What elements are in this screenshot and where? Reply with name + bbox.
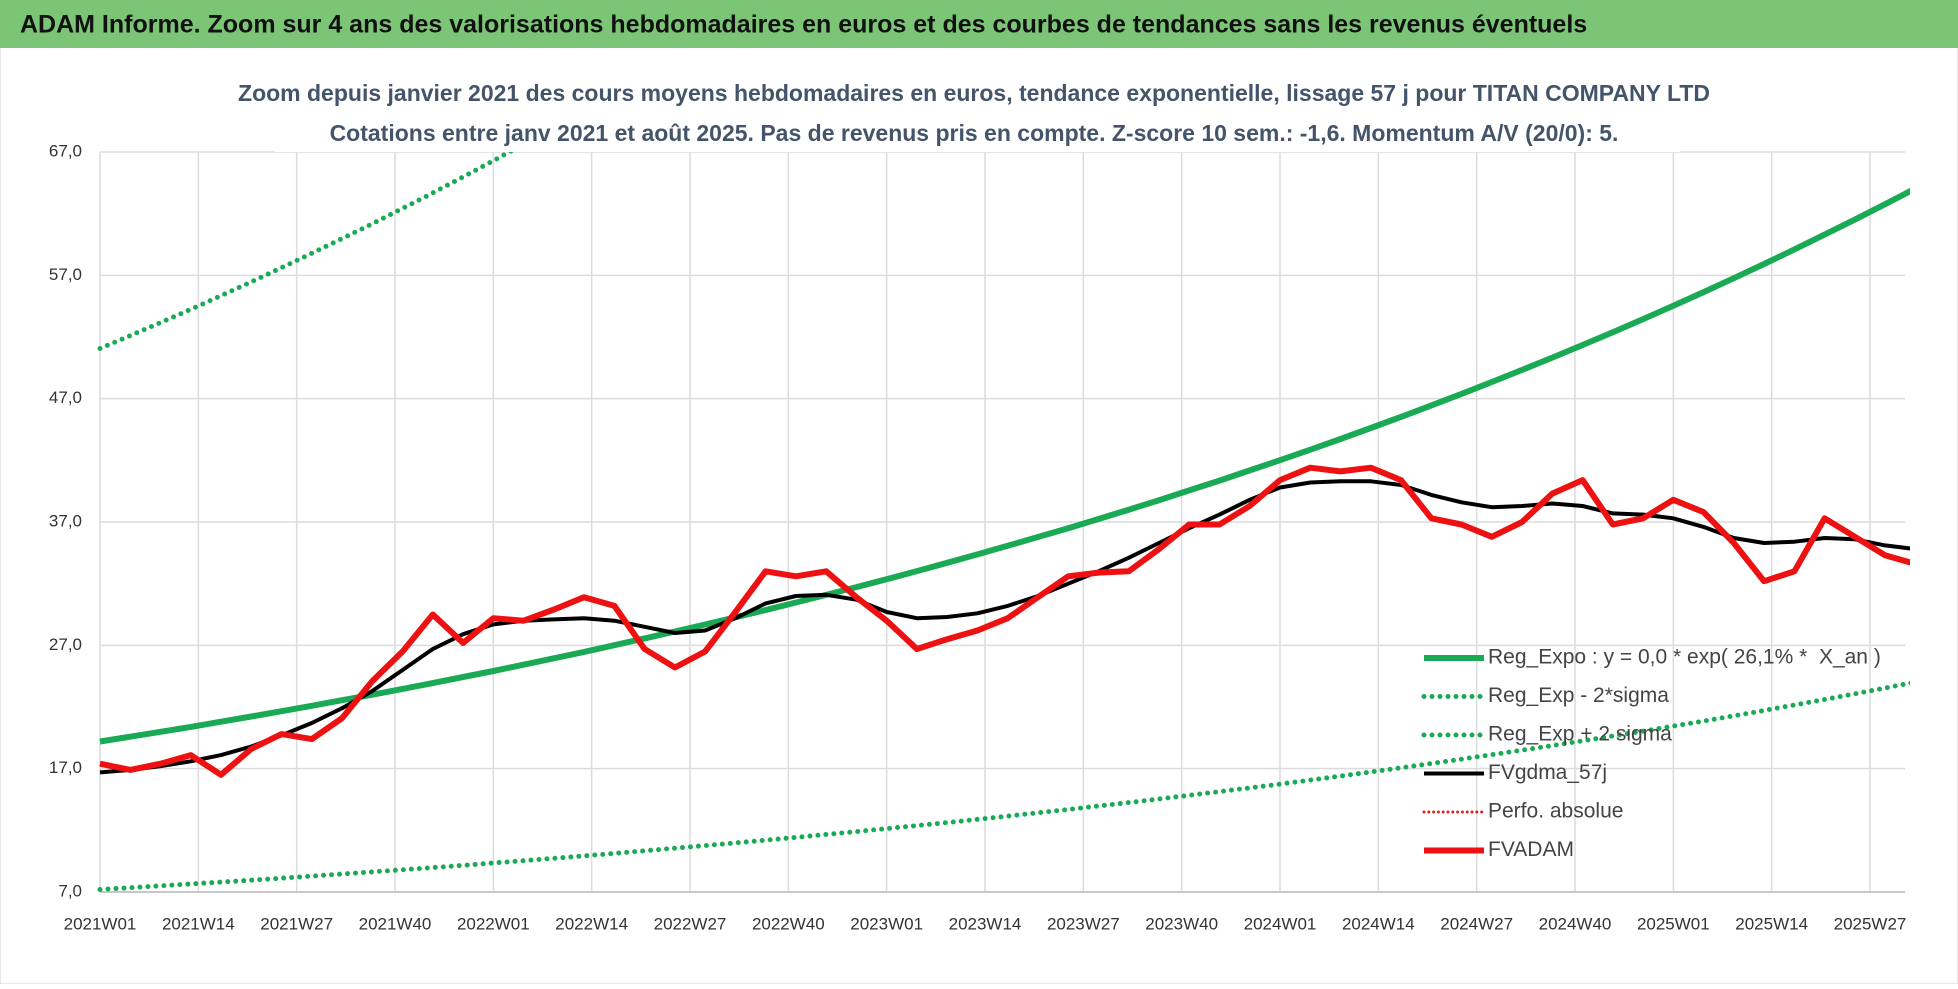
x-tick-label: 2022W27 <box>654 914 727 933</box>
series-line <box>99 187 1910 745</box>
subtitle: Zoom depuis janvier 2021 des cours moyen… <box>238 80 1710 106</box>
y-tick-label: 27,0 <box>49 635 82 654</box>
series-line <box>97 116 579 351</box>
y-tick-label: 7,0 <box>58 881 82 900</box>
legend-label: Reg_Exp + 2 sigma <box>1488 723 1672 746</box>
y-tick-label: 37,0 <box>49 511 82 530</box>
series-line <box>97 680 1910 892</box>
legend: Reg_Expo : y = 0,0 * exp( 26,1% * X_an )… <box>1421 646 1881 861</box>
x-tick-label: 2021W40 <box>359 914 432 933</box>
x-tick-label: 2023W01 <box>850 914 923 933</box>
legend-label: FVgdma_57j <box>1488 761 1607 784</box>
x-tick-label: 2023W40 <box>1145 914 1218 933</box>
y-tick-label: 47,0 <box>49 388 82 407</box>
x-tick-label: 2024W27 <box>1440 914 1513 933</box>
legend-label: Reg_Exp - 2*sigma <box>1488 684 1669 707</box>
series-line <box>99 464 1910 778</box>
x-tick-label: 2025W27 <box>1834 914 1907 933</box>
series-line <box>99 479 1910 775</box>
x-tick-label: 2025W14 <box>1735 914 1808 933</box>
subtitle-box <box>275 76 1680 152</box>
x-tick-label: 2022W14 <box>555 914 628 933</box>
legend-label: FVADAM <box>1488 838 1574 861</box>
x-tick-label: 2023W27 <box>1047 914 1120 933</box>
legend-label: Perfo. absolue <box>1488 800 1623 823</box>
x-tick-label: 2024W14 <box>1342 914 1415 933</box>
y-tick-label: 67,0 <box>49 141 82 160</box>
x-tick-label: 2023W14 <box>949 914 1022 933</box>
header-title: ADAM Informe. Zoom sur 4 ans des valoris… <box>20 11 1587 39</box>
y-tick-label: 57,0 <box>49 265 82 284</box>
x-tick-label: 2025W01 <box>1637 914 1710 933</box>
y-tick-label: 17,0 <box>49 758 82 777</box>
subtitle: Cotations entre janv 2021 et août 2025. … <box>330 120 1619 146</box>
x-tick-label: 2021W14 <box>162 914 235 933</box>
x-tick-label: 2022W40 <box>752 914 825 933</box>
x-tick-label: 2021W27 <box>260 914 333 933</box>
x-tick-label: 2022W01 <box>457 914 530 933</box>
x-tick-label: 2024W40 <box>1539 914 1612 933</box>
x-tick-label: 2021W01 <box>64 914 137 933</box>
plot <box>97 116 1910 892</box>
legend-label: Reg_Expo : y = 0,0 * exp( 26,1% * X_an ) <box>1488 646 1881 669</box>
header-bar <box>0 0 1958 48</box>
x-tick-label: 2024W01 <box>1244 914 1317 933</box>
